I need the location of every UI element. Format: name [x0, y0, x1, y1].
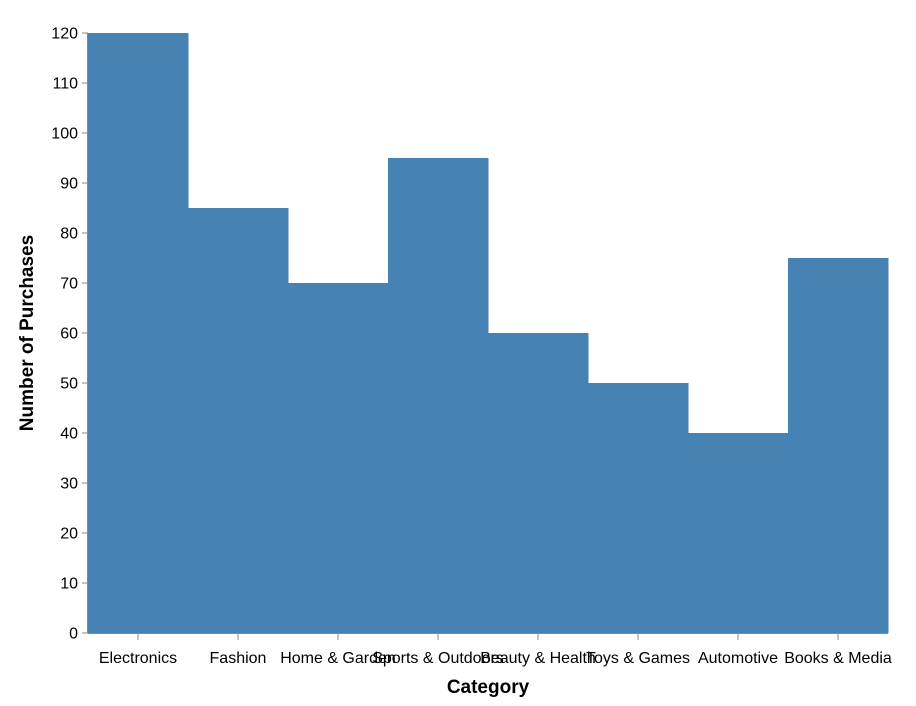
- y-tick-label-40: 40: [60, 426, 78, 443]
- area-step-home-garden: [288, 283, 389, 633]
- y-tick-label-20: 20: [60, 526, 78, 543]
- y-tick-label-100: 100: [51, 126, 78, 143]
- area-step-beauty-health: [488, 333, 589, 633]
- area-step-electronics: [88, 33, 189, 633]
- y-tick-label-70: 70: [60, 276, 78, 293]
- y-tick-label-80: 80: [60, 226, 78, 243]
- area-step-sports-outdoors: [388, 158, 489, 633]
- y-tick-label-110: 110: [52, 76, 78, 93]
- x-tick-label-home-garden: Home & Garden: [280, 650, 396, 667]
- area-step-fashion: [188, 208, 289, 633]
- x-tick-label-beauty-health: Beauty & Health: [480, 650, 596, 667]
- y-tick-label-50: 50: [60, 376, 78, 393]
- y-tick-label-120: 120: [51, 26, 78, 43]
- y-axis: 0 10 20 30 40 50 60 70 80 90 100 110 120: [51, 26, 88, 643]
- y-axis-title: Number of Purchases: [17, 235, 38, 431]
- x-tick-label-automotive: Automotive: [698, 650, 778, 667]
- plot-area: [88, 33, 889, 633]
- x-tick-label-books-media: Books & Media: [784, 650, 892, 667]
- area-step-books-media: [788, 258, 889, 633]
- x-tick-label-toys-games: Toys & Games: [586, 650, 690, 667]
- area-step-toys-games: [588, 383, 689, 633]
- x-tick-label-fashion: Fashion: [210, 650, 267, 667]
- y-tick-label-0: 0: [69, 626, 78, 643]
- area-step-automotive: [688, 433, 789, 633]
- y-tick-label-60: 60: [60, 326, 78, 343]
- x-axis-title: Category: [447, 677, 530, 698]
- x-tick-label-electronics: Electronics: [99, 650, 177, 667]
- y-tick-label-10: 10: [60, 576, 78, 593]
- x-tick-label-sports-outdoors: Sports & Outdoors: [372, 650, 504, 667]
- y-tick-label-30: 30: [60, 476, 78, 493]
- y-tick-label-90: 90: [60, 176, 78, 193]
